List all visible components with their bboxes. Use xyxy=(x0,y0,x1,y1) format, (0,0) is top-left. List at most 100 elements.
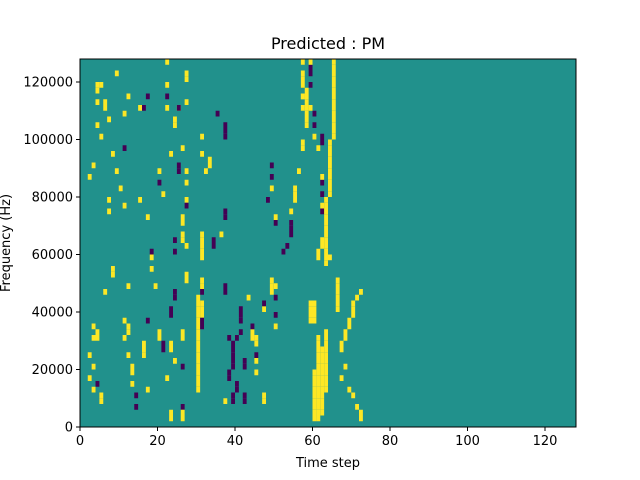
heatmap-cell xyxy=(165,105,170,111)
heatmap-cell xyxy=(312,392,317,399)
heatmap-cell xyxy=(95,381,100,387)
heatmap-cell xyxy=(269,277,274,284)
heatmap-cell xyxy=(180,409,185,416)
heatmap-cell xyxy=(324,254,329,261)
y-tick-label: 80000 xyxy=(32,191,73,206)
heatmap-cell xyxy=(355,404,360,410)
heatmap-cell xyxy=(304,116,309,123)
x-axis-ticks: 0 20 40 60 80 100 120 xyxy=(76,427,558,449)
heatmap-cell xyxy=(200,151,205,157)
heatmap-cell xyxy=(145,317,150,324)
heatmap-cell xyxy=(320,381,325,387)
heatmap-cell xyxy=(269,162,274,169)
heatmap-cell xyxy=(87,174,92,180)
heatmap-cell xyxy=(320,191,325,197)
heatmap-cell xyxy=(269,289,274,295)
heatmap-cell xyxy=(324,358,329,364)
heatmap-cell xyxy=(107,197,112,203)
heatmap-cell xyxy=(180,214,185,220)
heatmap-cell xyxy=(242,392,247,399)
heatmap-cell xyxy=(304,87,309,94)
heatmap-cell xyxy=(351,312,356,318)
heatmap-cell xyxy=(343,335,348,341)
heatmap-cell xyxy=(111,271,115,278)
heatmap-cell xyxy=(130,381,135,387)
heatmap-cell xyxy=(328,191,332,197)
heatmap-cell xyxy=(324,214,329,220)
heatmap-cell xyxy=(324,363,329,370)
heatmap-cell xyxy=(312,409,317,416)
heatmap-cell xyxy=(219,231,224,238)
heatmap-cell xyxy=(184,202,189,209)
heatmap-cell xyxy=(320,208,325,215)
heatmap-cell xyxy=(269,283,274,289)
heatmap-cell xyxy=(180,415,185,422)
heatmap-cell xyxy=(99,82,104,88)
heatmap-cell xyxy=(335,306,340,312)
heatmap-cell xyxy=(300,70,305,77)
heatmap-cell xyxy=(328,254,332,261)
y-tick-label: 60000 xyxy=(32,248,73,263)
heatmap-cell xyxy=(300,93,305,100)
heatmap-cell xyxy=(269,174,274,180)
heatmap-cell xyxy=(99,392,104,399)
heatmap-cell xyxy=(231,392,236,399)
heatmap-cell xyxy=(211,243,216,249)
heatmap-cell xyxy=(312,110,317,117)
heatmap-cell xyxy=(312,398,317,404)
heatmap-cell xyxy=(169,409,174,416)
heatmap-cell xyxy=(273,220,278,226)
heatmap-cell xyxy=(312,381,317,387)
heatmap-cell xyxy=(320,352,325,358)
heatmap-cell xyxy=(95,99,100,105)
heatmap-cell xyxy=(196,306,201,312)
heatmap-cell xyxy=(169,312,174,318)
heatmap-cell xyxy=(235,386,239,393)
heatmap-cell xyxy=(331,116,336,123)
heatmap-cell xyxy=(95,87,100,94)
heatmap-cell xyxy=(316,369,321,376)
heatmap-cell xyxy=(200,323,205,330)
heatmap-cell xyxy=(328,139,332,146)
heatmap-cell xyxy=(114,168,119,174)
heatmap-cell xyxy=(122,202,127,209)
heatmap-cell xyxy=(173,358,177,364)
heatmap-cell xyxy=(339,375,344,381)
heatmap-cell xyxy=(266,197,270,203)
heatmap-cell xyxy=(308,300,313,307)
heatmap-cell xyxy=(149,248,154,255)
heatmap-cell xyxy=(227,369,232,376)
heatmap-cell xyxy=(320,386,325,393)
heatmap-cell xyxy=(328,185,332,192)
heatmap-cell xyxy=(149,266,154,272)
heatmap-cell xyxy=(335,300,340,307)
heatmap-cell xyxy=(95,329,100,335)
chart-title: Predicted : PM xyxy=(271,34,385,53)
heatmap-cell xyxy=(308,64,313,71)
heatmap-cell xyxy=(308,306,313,312)
heatmap-cell xyxy=(242,398,247,404)
heatmap-cell xyxy=(200,231,205,238)
heatmap-cell xyxy=(320,139,325,146)
heatmap-cell xyxy=(211,237,216,243)
x-tick-label: 80 xyxy=(382,434,399,449)
heatmap-cell xyxy=(312,375,317,381)
heatmap-cell xyxy=(331,128,336,134)
heatmap-cell xyxy=(320,179,325,186)
heatmap-cell xyxy=(324,197,329,203)
y-axis-ticks: 0 20000 40000 60000 80000 100000 120000 xyxy=(23,76,80,436)
heatmap-cell xyxy=(99,133,104,140)
heatmap-cell xyxy=(169,415,174,422)
heatmap-cell xyxy=(180,404,185,410)
heatmap-cell xyxy=(196,317,201,324)
heatmap-cell xyxy=(184,243,189,249)
heatmap-cell xyxy=(343,329,348,335)
heatmap-cell xyxy=(335,277,340,284)
heatmap-cell xyxy=(142,340,146,347)
heatmap-cell xyxy=(324,369,329,376)
heatmap-cell xyxy=(308,105,313,111)
heatmap-cell xyxy=(173,248,177,255)
heatmap-cell xyxy=(359,409,363,416)
x-tick-label: 120 xyxy=(533,434,558,449)
heatmap-cell xyxy=(231,363,236,370)
